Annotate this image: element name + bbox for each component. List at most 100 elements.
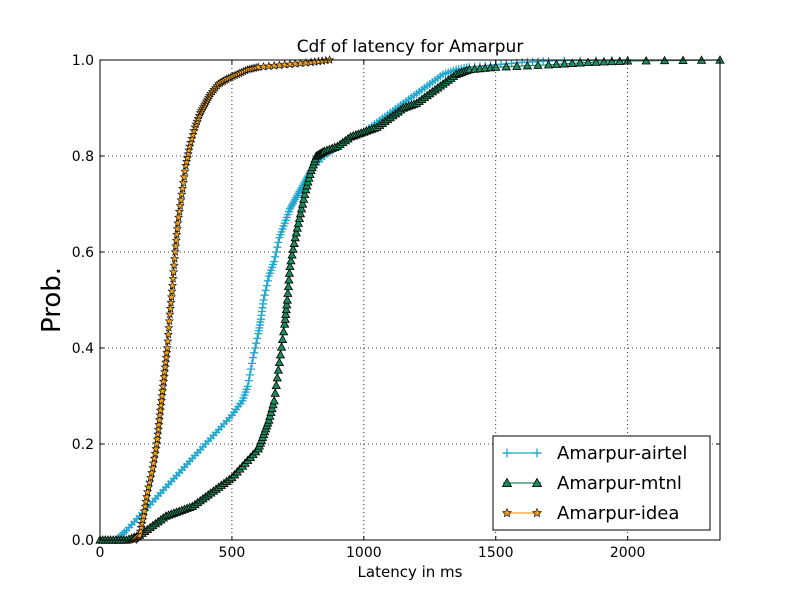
data-point bbox=[172, 229, 182, 239]
x-tick-label: 1500 bbox=[478, 545, 514, 561]
data-point bbox=[263, 276, 272, 285]
data-point bbox=[290, 232, 300, 242]
data-point bbox=[289, 238, 299, 247]
data-point bbox=[275, 349, 286, 359]
y-tick-label: 0.0 bbox=[72, 533, 94, 549]
x-tick-label: 1000 bbox=[346, 545, 382, 561]
data-point bbox=[300, 189, 310, 198]
data-point bbox=[270, 257, 279, 266]
data-point bbox=[591, 57, 601, 66]
data-point bbox=[531, 477, 543, 487]
data-point bbox=[294, 213, 305, 222]
data-point bbox=[252, 339, 261, 348]
chart-title: Cdf of latency for Amarpur bbox=[297, 37, 524, 57]
data-point bbox=[281, 309, 291, 318]
data-point bbox=[166, 298, 176, 307]
y-tick-label: 0.6 bbox=[72, 245, 94, 261]
data-point bbox=[615, 56, 625, 65]
legend-label: Amarpur-airtel bbox=[557, 443, 687, 464]
x-tick-label: 0 bbox=[96, 545, 105, 561]
data-point bbox=[165, 303, 175, 313]
legend-entry: Amarpur-mtnl bbox=[501, 473, 682, 494]
data-point bbox=[271, 380, 281, 390]
series-amarpur-idea bbox=[129, 55, 335, 544]
data-point bbox=[292, 223, 303, 232]
data-point bbox=[281, 304, 291, 314]
data-point bbox=[567, 58, 577, 67]
data-point bbox=[163, 336, 173, 346]
data-point bbox=[146, 472, 156, 482]
data-point bbox=[243, 382, 252, 391]
data-point bbox=[170, 247, 180, 256]
data-point bbox=[291, 227, 301, 237]
data-point bbox=[607, 56, 617, 66]
data-point bbox=[531, 507, 543, 518]
data-point bbox=[551, 59, 562, 68]
data-point bbox=[167, 286, 177, 296]
data-point bbox=[164, 323, 174, 332]
data-point bbox=[285, 261, 295, 270]
data-point bbox=[178, 178, 188, 187]
data-point bbox=[142, 487, 153, 496]
data-point bbox=[288, 244, 298, 253]
data-point bbox=[147, 468, 157, 477]
x-axis-label: Latency in ms bbox=[358, 563, 463, 581]
data-point bbox=[501, 61, 511, 71]
data-point bbox=[260, 291, 269, 300]
data-point bbox=[149, 458, 159, 468]
data-point bbox=[501, 477, 513, 487]
data-point bbox=[269, 395, 279, 405]
data-point bbox=[178, 183, 188, 193]
data-point bbox=[283, 281, 294, 291]
data-point bbox=[273, 365, 284, 374]
data-point bbox=[173, 218, 183, 228]
legend-label: Amarpur-idea bbox=[557, 503, 679, 524]
data-point bbox=[272, 248, 281, 256]
data-point bbox=[491, 62, 501, 71]
data-point bbox=[169, 260, 179, 270]
data-point bbox=[282, 295, 292, 304]
data-point bbox=[176, 195, 186, 205]
data-point bbox=[277, 334, 288, 343]
data-point bbox=[276, 342, 287, 351]
data-point bbox=[522, 60, 533, 70]
data-point bbox=[543, 59, 554, 69]
data-point bbox=[286, 255, 296, 265]
data-point bbox=[259, 296, 268, 304]
data-point bbox=[170, 253, 180, 263]
data-point bbox=[280, 319, 290, 328]
data-point bbox=[168, 280, 178, 290]
data-point bbox=[244, 376, 253, 385]
x-tick-label: 2000 bbox=[610, 545, 646, 561]
legend-label: Amarpur-mtnl bbox=[557, 473, 682, 494]
data-point bbox=[270, 388, 280, 397]
data-point bbox=[162, 343, 172, 352]
data-point bbox=[262, 281, 271, 290]
data-point bbox=[164, 316, 174, 325]
data-point bbox=[165, 309, 175, 319]
data-point bbox=[171, 241, 181, 251]
data-point bbox=[599, 57, 609, 66]
data-point bbox=[296, 203, 307, 213]
data-point bbox=[245, 370, 254, 379]
data-point bbox=[532, 448, 542, 458]
y-tick-label: 0.8 bbox=[72, 149, 94, 165]
tick-layer: 0 500 1000 1500 2000 0.0 0.2 0.4 0.6 0.8 1.0 bbox=[72, 53, 720, 561]
data-point bbox=[172, 224, 182, 233]
data-point bbox=[283, 288, 293, 297]
data-point bbox=[143, 482, 154, 492]
y-tick-label: 0.2 bbox=[72, 437, 94, 453]
data-point bbox=[284, 275, 294, 284]
data-point bbox=[253, 334, 262, 343]
data-point bbox=[280, 314, 290, 323]
data-point bbox=[149, 453, 159, 463]
data-point bbox=[261, 286, 270, 295]
y-tick-label: 1.0 bbox=[72, 53, 94, 69]
data-point bbox=[166, 292, 177, 301]
data-point bbox=[142, 492, 152, 501]
data-point bbox=[174, 206, 184, 216]
data-point bbox=[177, 189, 187, 199]
data-point bbox=[171, 235, 181, 245]
data-point bbox=[180, 166, 190, 176]
